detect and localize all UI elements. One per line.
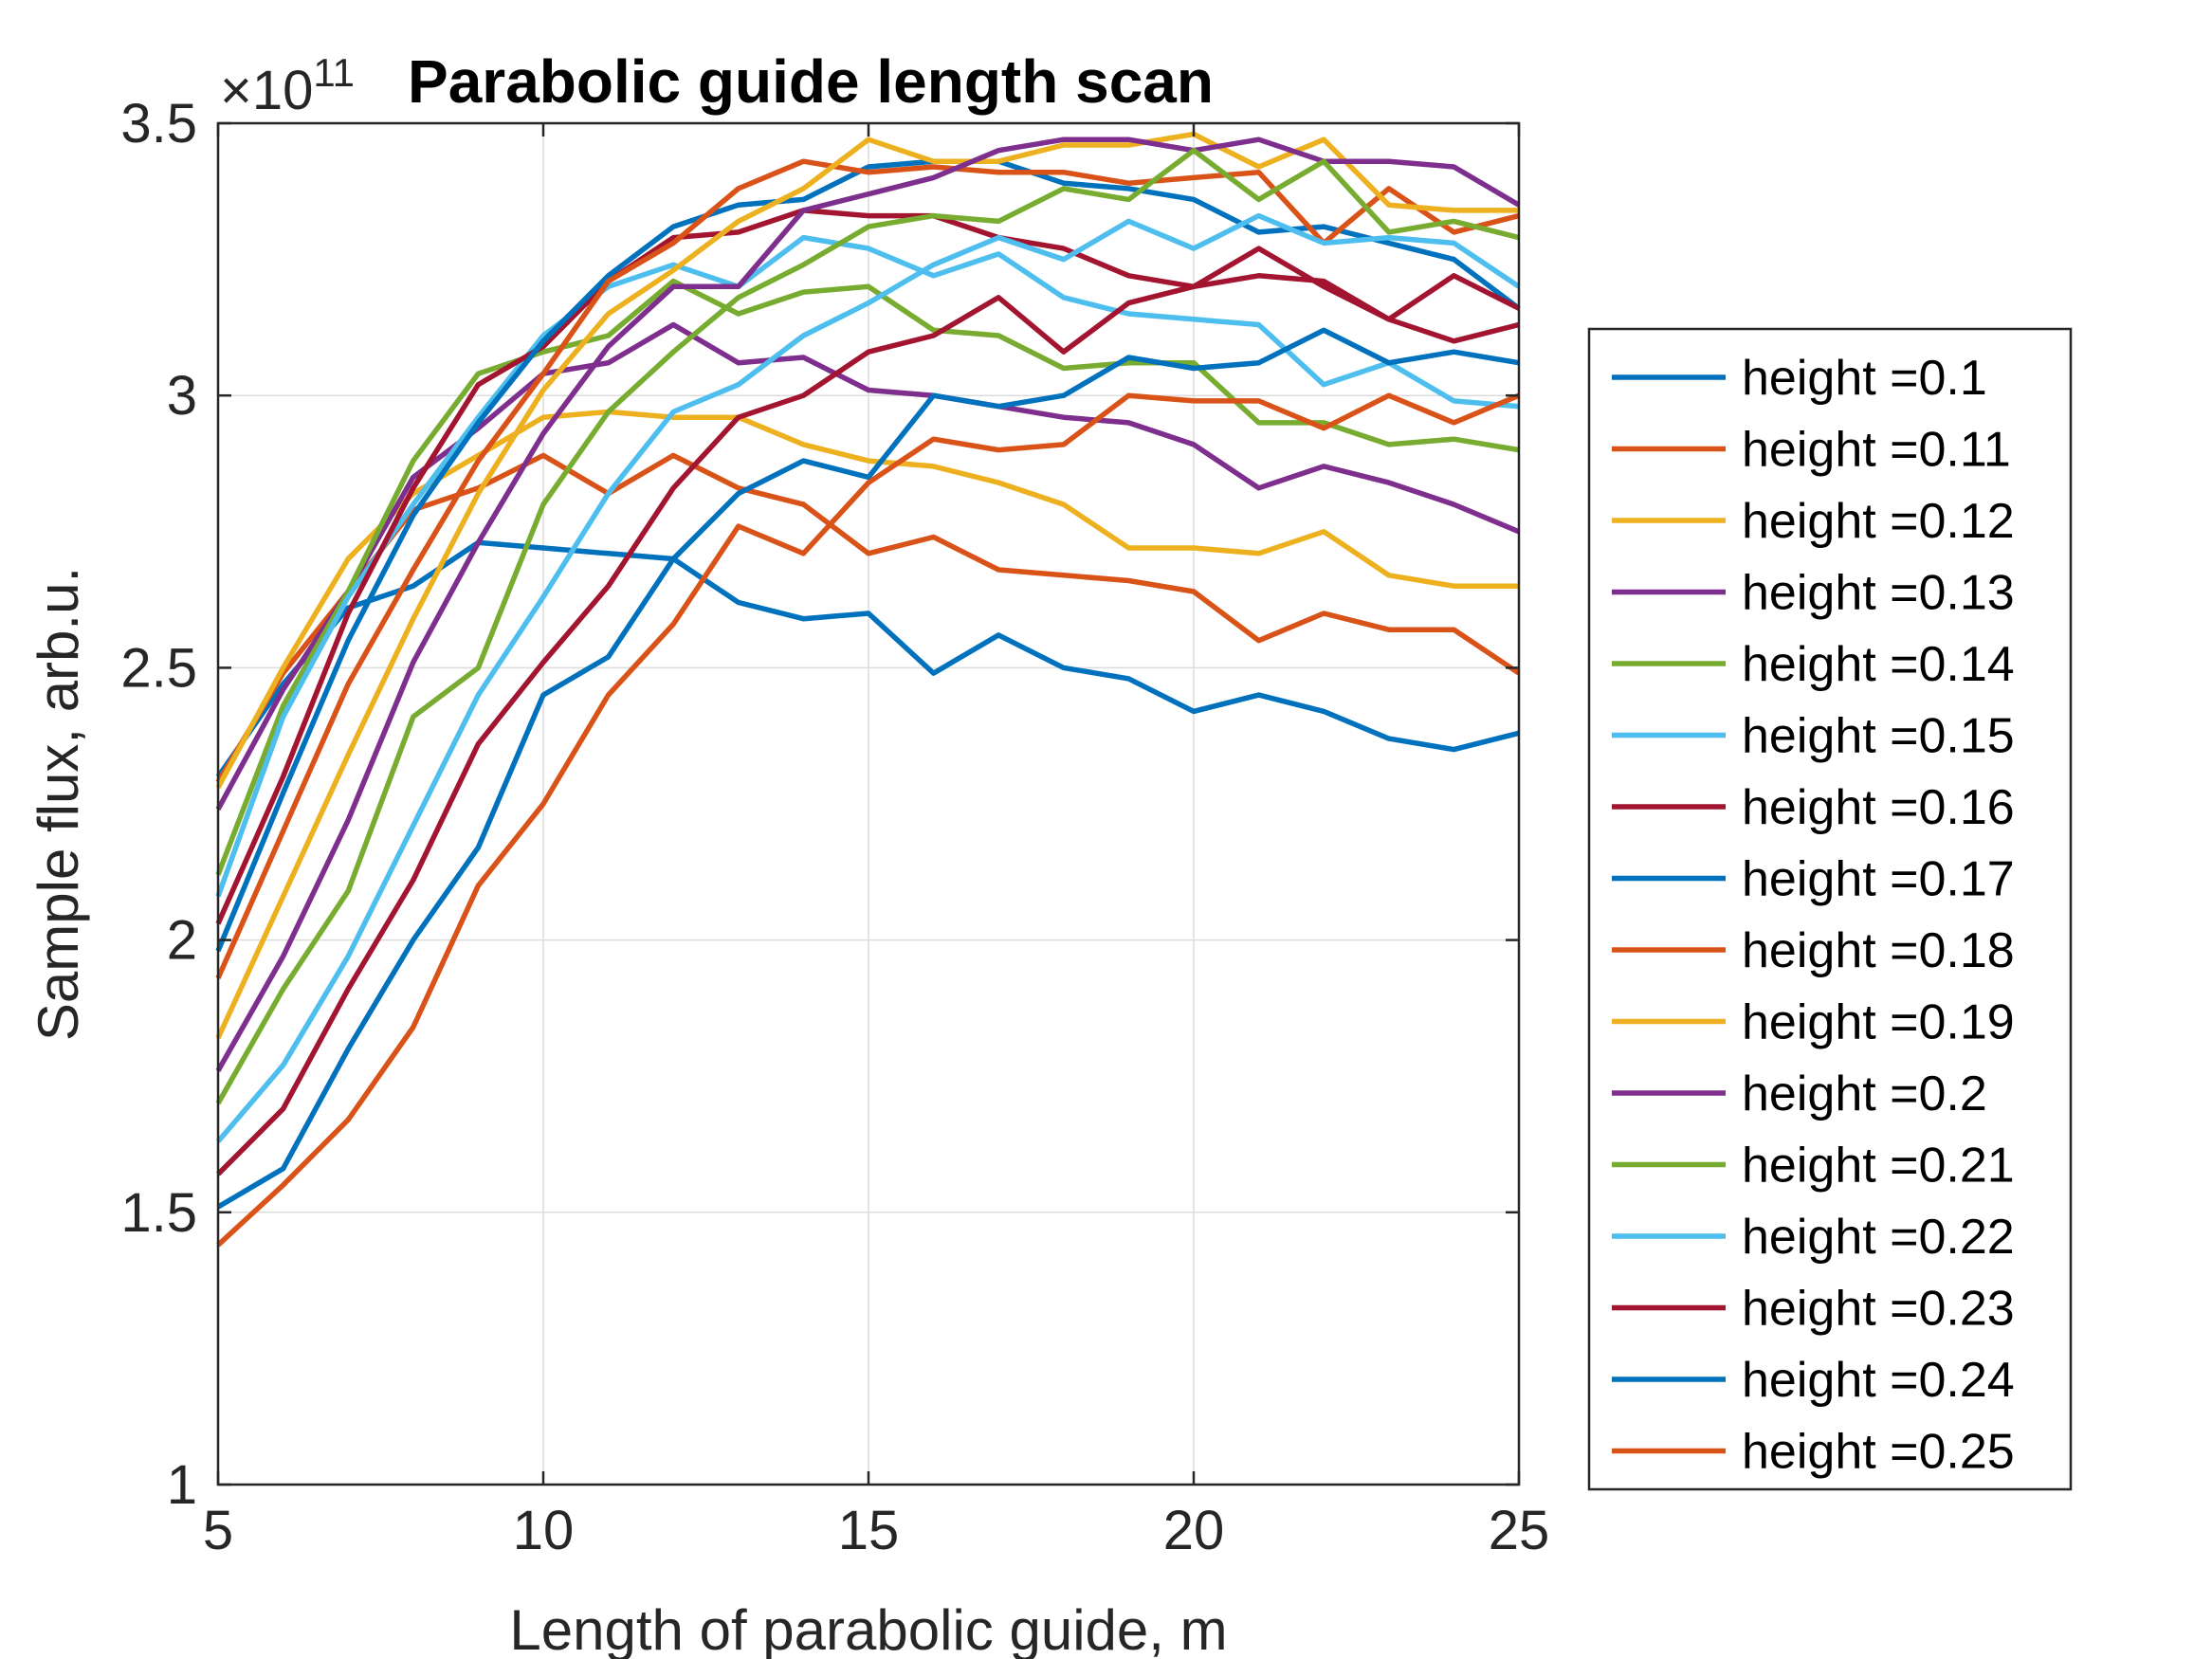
- y-exponent-base: ×10: [220, 60, 313, 121]
- legend-item: height =0.21: [1612, 1139, 2015, 1194]
- series-line-15: [216, 327, 1520, 1210]
- y-tick-label: 3: [167, 365, 197, 427]
- legend: height =0.1 height =0.11 height =0.12 heigh…: [1587, 327, 2073, 1491]
- series-line-13: [215, 212, 1521, 1143]
- series-line-7: [215, 208, 1520, 925]
- legend-label: height =0.22: [1742, 1210, 2015, 1265]
- x-tick-label: 5: [203, 1500, 233, 1561]
- legend-item: height =0.24: [1612, 1353, 2015, 1408]
- y-tick-label: 1.5: [120, 1182, 197, 1244]
- series-line-12: [215, 147, 1520, 1105]
- legend-item: height =0.12: [1612, 494, 2015, 549]
- series-lines: [215, 131, 1521, 1248]
- series-line-2: [215, 452, 1521, 784]
- legend-item: height =0.17: [1612, 852, 2015, 907]
- series-line-14: [216, 246, 1521, 1176]
- legend-items: height =0.1 height =0.11 height =0.12 heigh…: [1612, 351, 2015, 1480]
- x-tick-label: 15: [838, 1500, 900, 1561]
- legend-item: height =0.2: [1612, 1066, 1987, 1121]
- legend-label: height =0.13: [1742, 566, 2015, 621]
- y-exponent-power: 11: [313, 50, 355, 95]
- y-axis-title: Sample flux, arb.u.: [27, 567, 90, 1041]
- legend-label: height =0.16: [1742, 780, 2015, 835]
- y-tick-labels: 1 1.5 2 2.5 3 3.5: [120, 93, 197, 1516]
- legend-item: height =0.14: [1612, 637, 2015, 692]
- series-line-16: [216, 392, 1521, 1248]
- y-tick-label: 3.5: [120, 93, 197, 155]
- legend-item: height =0.15: [1612, 709, 2015, 764]
- legend-label: height =0.25: [1742, 1425, 2015, 1480]
- series-line-6: [215, 234, 1520, 898]
- legend-item: height =0.23: [1612, 1282, 2015, 1337]
- y-exponent-label: ×1011: [220, 50, 355, 121]
- series-line-9: [215, 158, 1520, 979]
- legend-item: height =0.19: [1612, 995, 2015, 1050]
- legend-label: height =0.21: [1742, 1139, 2015, 1194]
- legend-item: height =0.18: [1612, 923, 2015, 978]
- y-tick-label: 2: [167, 910, 197, 972]
- x-tick-labels: 5 10 15 20 25: [203, 1500, 1549, 1561]
- legend-label: height =0.24: [1742, 1353, 2015, 1408]
- legend-label: height =0.1: [1742, 351, 1987, 406]
- legend-item: height =0.22: [1612, 1210, 2015, 1265]
- series-line-11: [215, 137, 1521, 1072]
- y-tick-label: 2.5: [120, 637, 197, 699]
- plot-area: [215, 121, 1521, 1486]
- x-axis-title: Length of parabolic guide, m: [509, 1598, 1227, 1659]
- legend-label: height =0.18: [1742, 923, 2015, 978]
- x-tick-label: 10: [513, 1500, 575, 1561]
- axis-ticks: [216, 121, 1521, 1486]
- legend-item: height =0.11: [1612, 423, 2011, 478]
- chart-title: Parabolic guide length scan: [408, 47, 1214, 116]
- legend-item: height =0.16: [1612, 780, 2015, 835]
- legend-item: height =0.13: [1612, 566, 2015, 621]
- legend-label: height =0.2: [1742, 1066, 1987, 1121]
- x-tick-label: 20: [1163, 1500, 1225, 1561]
- legend-label: height =0.11: [1742, 423, 2011, 478]
- legend-label: height =0.12: [1742, 494, 2015, 549]
- x-tick-label: 25: [1489, 1500, 1550, 1561]
- legend-label: height =0.17: [1742, 852, 2015, 907]
- series-line-4: [215, 321, 1521, 811]
- legend-label: height =0.19: [1742, 995, 2015, 1050]
- legend-item: height =0.1: [1612, 351, 1987, 406]
- y-tick-label: 1: [167, 1454, 197, 1516]
- series-line-5: [215, 278, 1520, 876]
- series-line-10: [215, 131, 1519, 1040]
- legend-label: height =0.23: [1742, 1282, 2015, 1337]
- legend-label: height =0.14: [1742, 637, 2015, 692]
- legend-label: height =0.15: [1742, 709, 2015, 764]
- legend-item: height =0.25: [1612, 1425, 2015, 1480]
- series-line-8: [215, 158, 1521, 953]
